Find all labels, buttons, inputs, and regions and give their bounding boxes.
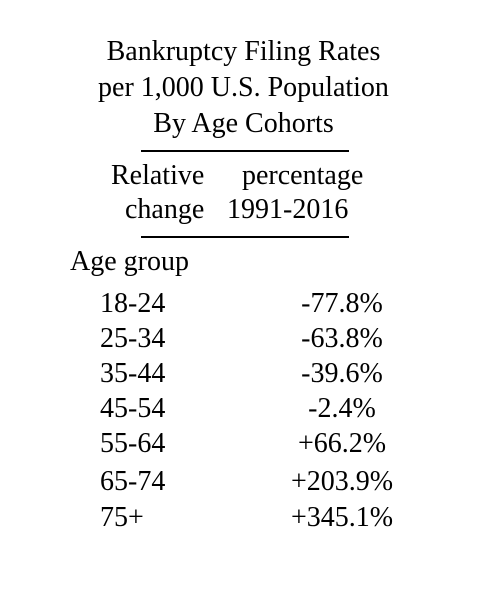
bottom-divider [141,236,349,238]
change-cell: -2.4% [308,393,376,424]
column-header-change: change [125,194,205,225]
table-row: 55-64 +66.2% [0,426,487,461]
change-cell: -77.8% [301,288,383,319]
change-cell: -39.6% [301,358,383,389]
table-row: 25-34 -63.8% [0,321,487,356]
age-cell: 55-64 [100,428,166,459]
change-cell: -63.8% [301,323,383,354]
top-divider [141,150,349,152]
column-header-percentage: percentage [242,160,364,191]
change-cell: +203.9% [290,466,394,497]
title-line-1: Bankruptcy Filing Rates [106,36,381,67]
table-row: 75+ +345.1% [0,500,487,535]
title-line-3: By Age Cohorts [153,108,334,139]
change-cell: +66.2% [297,428,387,459]
column-header-relative: Relative [111,160,205,191]
age-cell: 65-74 [100,466,166,497]
table-row: 65-74 +203.9% [0,464,487,499]
age-cell: 25-34 [100,323,166,354]
age-cell: 45-54 [100,393,166,424]
table-row: 35-44 -39.6% [0,356,487,391]
column-header-period: 1991-2016 [227,194,349,225]
age-group-label: Age group [70,246,189,277]
age-cell: 35-44 [100,358,166,389]
change-cell: +345.1% [290,502,394,533]
age-cell: 18-24 [100,288,166,319]
age-cell: 75+ [100,502,144,533]
table-row: 45-54 -2.4% [0,391,487,426]
title-line-2: per 1,000 U.S. Population [98,72,389,103]
table-row: 18-24 -77.8% [0,286,487,321]
